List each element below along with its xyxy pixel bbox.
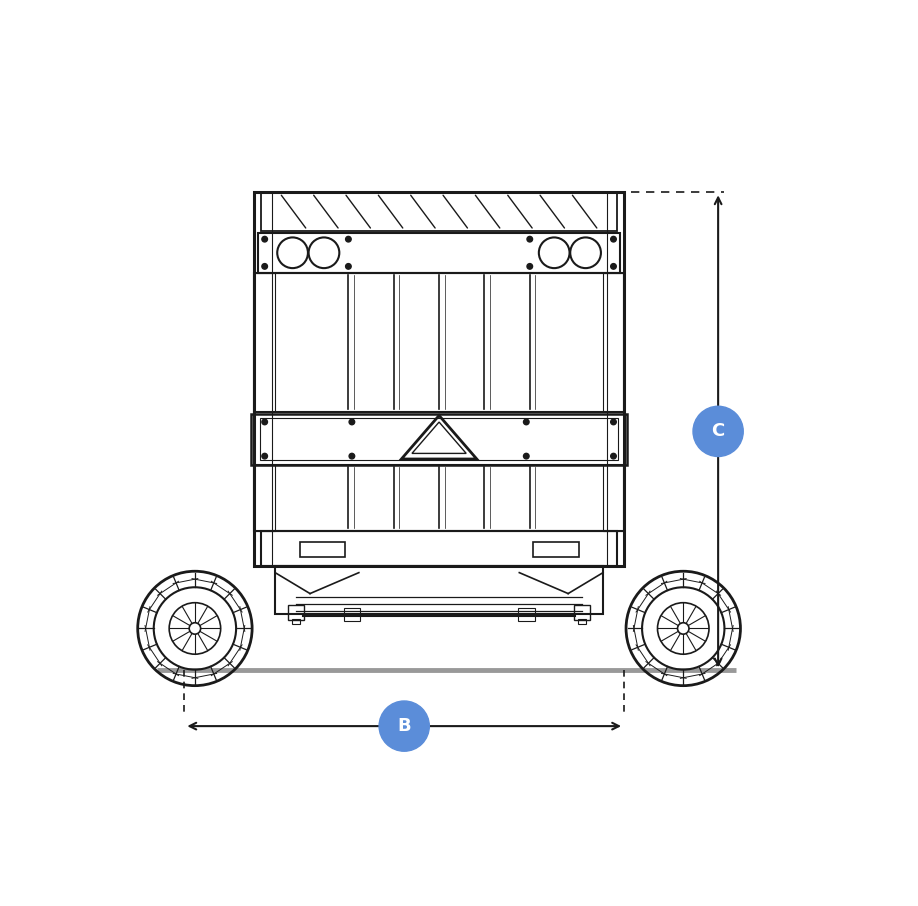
Circle shape (527, 236, 532, 242)
Bar (275, 565, 603, 614)
Bar (254, 273, 624, 412)
Bar (287, 604, 305, 620)
Bar (260, 418, 619, 460)
Text: C: C (711, 422, 724, 440)
Circle shape (610, 236, 616, 242)
Circle shape (610, 419, 616, 425)
Bar (258, 233, 621, 273)
Circle shape (379, 701, 430, 751)
Circle shape (523, 453, 529, 459)
Circle shape (262, 453, 267, 459)
Bar (254, 465, 624, 531)
Bar (254, 273, 275, 412)
Circle shape (349, 419, 354, 425)
Circle shape (262, 236, 267, 242)
Text: B: B (397, 718, 411, 735)
Bar (578, 619, 587, 624)
Bar (292, 619, 300, 624)
Circle shape (262, 264, 267, 269)
Bar (607, 192, 624, 565)
Bar (533, 542, 578, 557)
Circle shape (677, 622, 689, 634)
Bar (603, 465, 624, 531)
Bar (251, 413, 627, 465)
Circle shape (349, 453, 354, 459)
Circle shape (610, 264, 616, 269)
Circle shape (345, 264, 352, 269)
Circle shape (345, 236, 352, 242)
Circle shape (693, 406, 744, 457)
Circle shape (189, 622, 201, 634)
Bar (343, 608, 360, 622)
Bar (254, 192, 272, 565)
Circle shape (610, 453, 616, 459)
Bar (262, 192, 617, 231)
Circle shape (527, 264, 532, 269)
Bar (603, 273, 624, 412)
Circle shape (262, 419, 267, 425)
Bar (574, 604, 590, 620)
Bar (262, 531, 617, 565)
Bar (254, 192, 624, 565)
Bar (299, 542, 345, 557)
Circle shape (523, 419, 529, 425)
Bar (254, 465, 275, 531)
Bar (518, 608, 534, 622)
